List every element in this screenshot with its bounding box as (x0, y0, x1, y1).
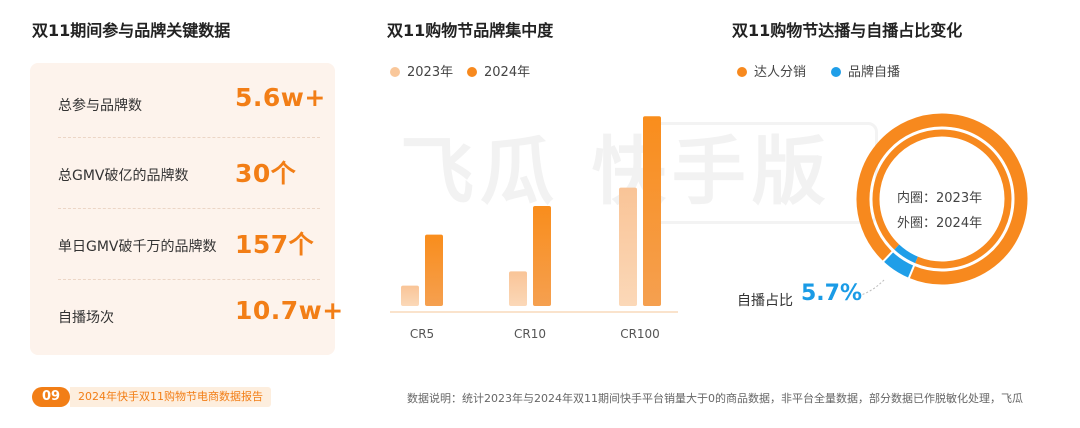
bar-group (401, 116, 661, 306)
stat-row-gmv-100m: 总GMV破亿的品牌数 30个 (30, 137, 335, 207)
x-tick-group: CR5 CR10 CR100 (410, 327, 660, 341)
legend-swatch-brand-live (831, 66, 841, 77)
stat-label: 自播场次 (58, 310, 114, 326)
report-title: 2024年快手双11购物节电商数据报告 (70, 387, 271, 407)
watermark-text: 飞瓜 快手版 (400, 129, 832, 215)
legend-2024: 2024年 (467, 61, 530, 80)
donut-slice-brand-live-inner (894, 244, 918, 264)
x-tick-label: CR10 (514, 327, 546, 341)
inner-ring-label: 内圈：2023年 (897, 191, 983, 206)
legend-brand-live: 品牌自播 (831, 61, 900, 80)
bar-cr10-2024年 (533, 206, 551, 306)
bar-cr100-2024年 (643, 116, 661, 306)
donut-chart-title: 双11购物节达播与自播占比变化 (732, 21, 963, 40)
donut-group (856, 113, 1028, 285)
stat-row-brands: 总参与品牌数 5.6w+ (30, 63, 335, 133)
stat-row-gmv-10m: 单日GMV破千万的品牌数 157个 (30, 208, 335, 278)
legend-label: 2023年 (407, 65, 454, 80)
key-data-title: 双11期间参与品牌关键数据 (32, 21, 231, 40)
donut-slice-influencer-outer (856, 113, 1028, 285)
stat-value: 157个 (235, 230, 315, 259)
donut-slice-influencer-inner (872, 129, 1012, 269)
outer-ring-label: 外圈：2024年 (897, 216, 983, 231)
legend-swatch-2024 (467, 66, 477, 77)
bar-cr100-2023年 (619, 187, 637, 306)
donut-separator (881, 250, 895, 264)
legend-label: 2024年 (484, 65, 531, 80)
bar-cr5-2023年 (401, 285, 419, 306)
bar-cr5-2024年 (425, 234, 443, 306)
stat-label: 总GMV破亿的品牌数 (58, 168, 189, 184)
annotation-leader-line (857, 279, 885, 297)
self-live-share-value: 5.7% (801, 281, 863, 306)
stats-card: 总参与品牌数 5.6w+ 总GMV破亿的品牌数 30个 单日GMV破千万的品牌数… (30, 63, 343, 355)
stat-value: 10.7w+ (235, 296, 344, 325)
stat-label: 单日GMV破千万的品牌数 (58, 239, 217, 255)
x-tick-label: CR5 (410, 327, 434, 341)
page-number-badge: 09 (32, 387, 70, 407)
legend-2023: 2023年 (390, 61, 453, 80)
stat-value: 30个 (235, 159, 297, 188)
legend-label: 品牌自播 (848, 65, 901, 80)
stat-row-live-sessions: 自播场次 10.7w+ (30, 279, 343, 349)
bar-cr10-2023年 (509, 271, 527, 306)
stat-divider (58, 208, 320, 209)
data-note: 数据说明：统计2023年与2024年双11期间快手平台销量大于0的商品数据，非平… (407, 392, 1023, 405)
legend-influencer: 达人分销 (737, 61, 806, 80)
stat-value: 5.6w+ (235, 83, 326, 112)
stat-label: 总参与品牌数 (58, 98, 142, 114)
stat-divider (58, 137, 320, 138)
self-live-share-label: 自播占比 (737, 293, 793, 309)
x-tick-label: CR100 (620, 327, 660, 341)
stat-divider (58, 279, 320, 280)
legend-swatch-2023 (390, 66, 400, 77)
donut-separator (907, 264, 916, 280)
bar-chart-title: 双11购物节品牌集中度 (387, 21, 554, 40)
legend-label: 达人分销 (754, 65, 807, 80)
legend-swatch-influencer (737, 66, 747, 77)
